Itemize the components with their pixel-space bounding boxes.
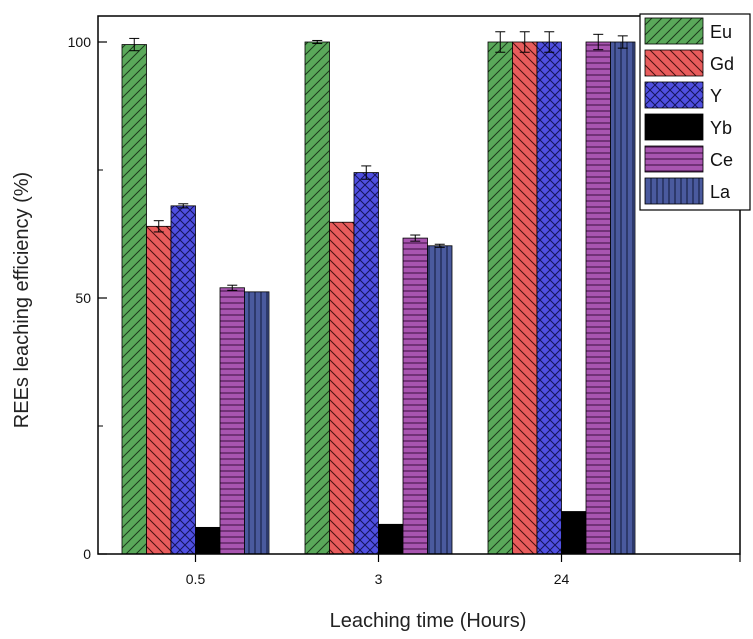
error-bar-ce-0_5	[227, 284, 238, 291]
bar-eu-3	[304, 41, 330, 555]
bar-yb-24	[561, 511, 587, 555]
x-tick-label: 3	[375, 571, 383, 587]
error-bar-eu-3	[312, 39, 323, 45]
bar-ce-24	[585, 41, 611, 555]
y-tick-label: 0	[83, 546, 91, 562]
legend-label: Gd	[710, 54, 734, 74]
error-bar-la-24	[617, 35, 628, 49]
legend-label: Ce	[710, 150, 733, 170]
legend-label: Yb	[710, 118, 732, 138]
y-tick-label: 100	[68, 34, 92, 50]
legend-box	[639, 13, 751, 211]
bar-gd-3	[329, 221, 355, 555]
bar-yb-0_5	[195, 526, 221, 555]
bar-la-3	[427, 245, 453, 555]
plot-frame	[97, 15, 741, 555]
bar-eu-0_5	[121, 44, 147, 555]
bar-y-24	[536, 41, 562, 555]
legend-swatch	[644, 113, 704, 141]
legend-label: La	[710, 182, 731, 202]
bar-y-3	[353, 172, 379, 555]
legend-swatch	[644, 81, 704, 109]
error-bars-layer	[129, 31, 628, 291]
error-bar-ce-24	[593, 33, 604, 51]
y-tick-label: 50	[75, 290, 91, 306]
legend-item-y: Y	[644, 81, 722, 109]
bar-y-0_5	[170, 205, 196, 555]
legend-swatch	[644, 17, 704, 45]
bar-ce-0_5	[219, 287, 245, 555]
error-bar-y-24	[544, 31, 555, 53]
legend-label: Y	[710, 86, 722, 106]
bar-la-0_5	[244, 291, 270, 555]
error-bar-y-3	[361, 165, 372, 180]
legend: Eu Gd Y Yb Ce La	[639, 13, 751, 211]
axis-ticks: 0 50 100 0.5 3 24	[68, 34, 741, 587]
legend-item-yb: Yb	[644, 113, 732, 141]
bar-yb-3	[378, 523, 404, 555]
error-bar-gd-0_5	[153, 220, 164, 233]
bar-gd-0_5	[146, 225, 172, 555]
bar-eu-24	[487, 41, 513, 555]
bar-gd-24	[512, 41, 538, 555]
legend-item-la: La	[644, 177, 731, 205]
error-bar-la-3	[434, 243, 445, 248]
bar-la-24	[610, 41, 636, 555]
legend-label: Eu	[710, 22, 732, 42]
bars-layer	[121, 41, 636, 555]
y-axis-title: REEs leaching efficiency (%)	[11, 172, 33, 428]
x-tick-label: 0.5	[186, 571, 206, 587]
legend-item-ce: Ce	[644, 145, 733, 173]
legend-item-eu: Eu	[644, 17, 732, 45]
legend-item-gd: Gd	[644, 49, 734, 77]
error-bar-eu-24	[495, 31, 506, 53]
error-bar-y-0_5	[178, 203, 189, 209]
error-bar-eu-0_5	[129, 37, 140, 52]
error-bar-ce-3	[410, 234, 421, 242]
bar-ce-3	[402, 237, 428, 555]
x-axis-title: Leaching time (Hours)	[330, 610, 527, 632]
x-tick-label: 24	[554, 571, 570, 587]
legend-swatch	[644, 49, 704, 77]
legend-swatch	[644, 145, 704, 173]
legend-swatch	[644, 177, 704, 205]
error-bar-gd-24	[519, 31, 530, 53]
